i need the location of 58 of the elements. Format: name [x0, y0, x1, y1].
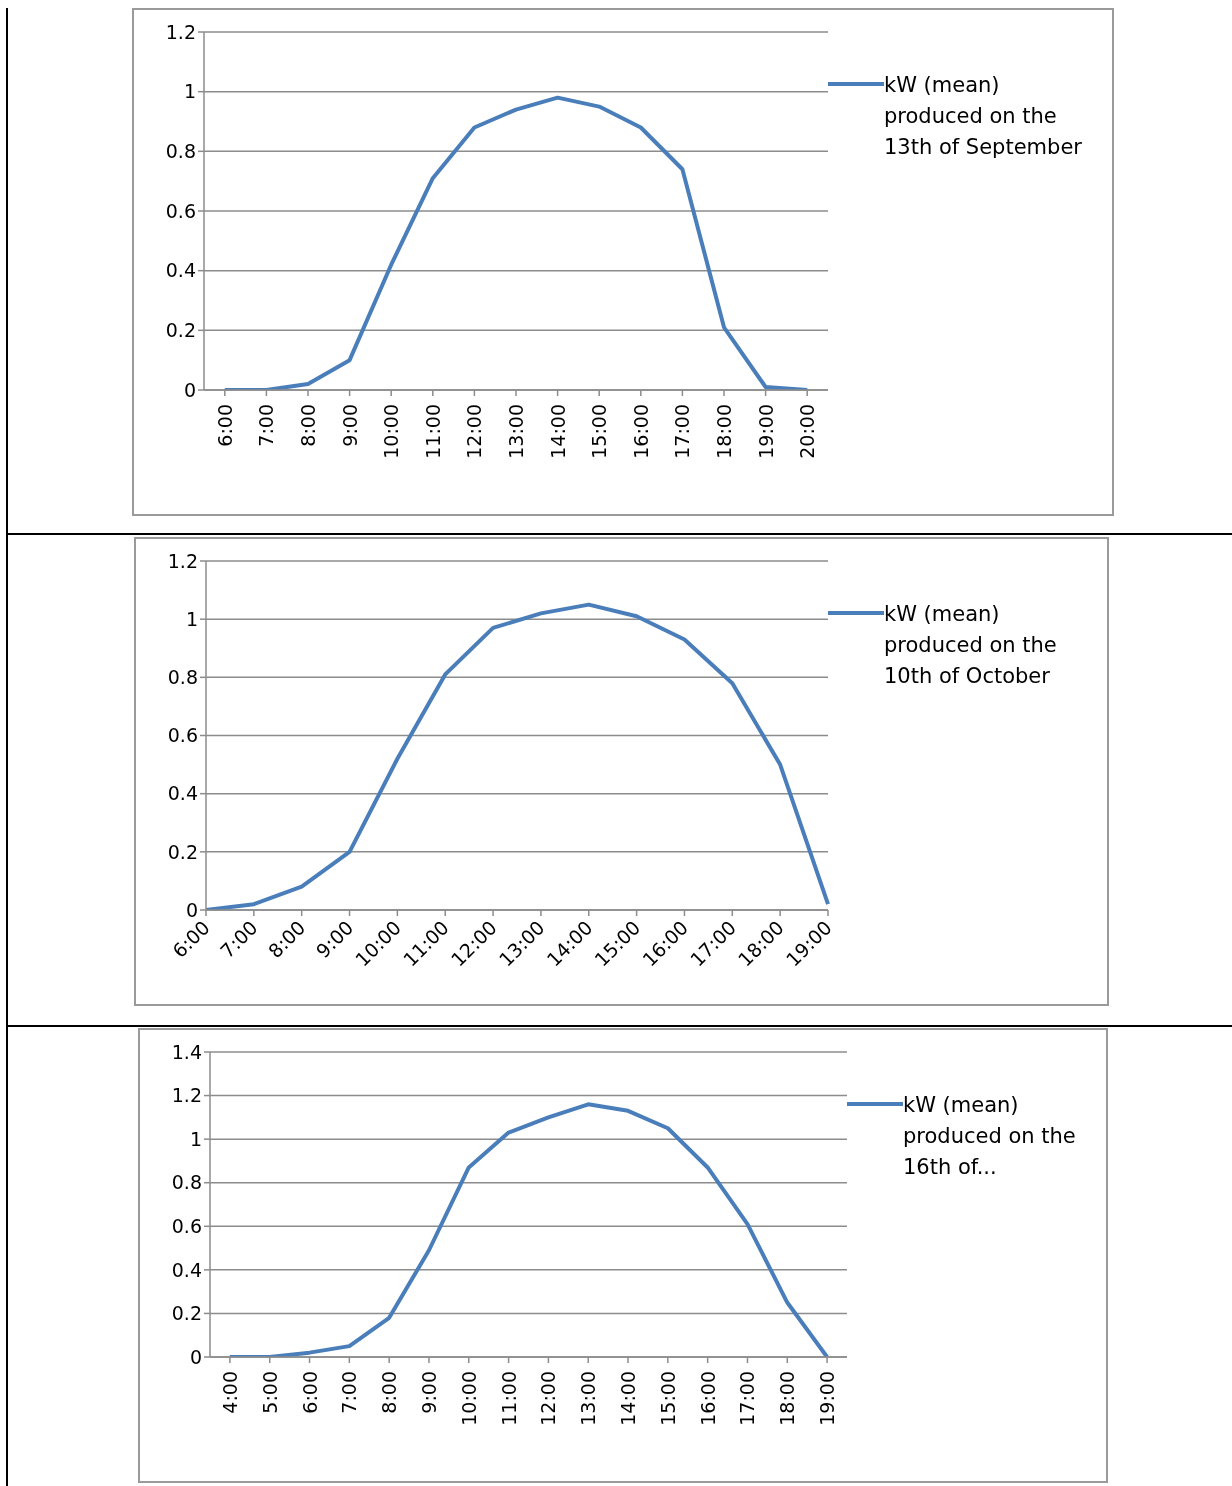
x-tick-label: 9:00: [417, 1371, 440, 1414]
y-tick-label: 1.2: [167, 549, 198, 572]
y-tick-label: 0.4: [167, 782, 198, 805]
y-tick-label: 0.2: [171, 1302, 202, 1325]
x-tick-label: 13:00: [505, 404, 527, 459]
y-tick-label: 0.6: [165, 199, 196, 222]
x-tick-label: 4:00: [218, 1371, 241, 1414]
y-tick-label: 0.2: [165, 319, 196, 342]
x-tick-label: 19:00: [816, 1371, 839, 1426]
x-tick-label: 10:00: [380, 404, 403, 459]
x-tick-label: 14:00: [546, 404, 569, 459]
x-tick-label: 20:00: [796, 404, 819, 459]
x-tick-label: 8:00: [297, 404, 319, 447]
x-tick-label: 13:00: [577, 1371, 600, 1426]
x-tick-label: 5:00: [258, 1371, 281, 1414]
x-tick-label: 9:00: [338, 404, 361, 447]
y-tick-label: 0.8: [171, 1171, 202, 1194]
y-tick-label: 0.6: [167, 724, 198, 747]
x-tick-label: 14:00: [617, 1371, 640, 1426]
y-tick-label: 0: [183, 378, 196, 401]
y-tick-label: 0.8: [167, 666, 198, 689]
line-series: [222, 95, 810, 390]
y-tick-label: 1: [185, 607, 198, 630]
x-tick-label: 10:00: [457, 1371, 480, 1426]
x-tick-label: 17:00: [736, 1371, 759, 1426]
x-tick-label: 7:00: [338, 1371, 361, 1414]
x-tick-label: 18:00: [776, 1371, 799, 1426]
legend-label: kW (mean) produced on the 16th of...: [903, 1092, 1077, 1181]
y-tick-label: 0.6: [171, 1215, 202, 1238]
y-tick-label: 0.2: [167, 840, 198, 863]
legend-label: kW (mean) produced on the 10th of October: [884, 601, 1058, 690]
x-tick-label: 18:00: [713, 404, 735, 459]
x-tick-label: 16:00: [696, 1371, 719, 1426]
y-tick-label: 1: [189, 1127, 202, 1150]
y-tick-label: 1.2: [165, 20, 196, 43]
x-tick-label: 7:00: [255, 404, 278, 447]
y-tick-label: 0.4: [171, 1258, 202, 1281]
x-tick-label: 6:00: [298, 1371, 321, 1414]
x-tick-label: 11:00: [421, 404, 444, 459]
y-tick-label: 0.8: [165, 140, 196, 163]
x-tick-label: 11:00: [497, 1371, 520, 1426]
x-tick-label: 12:00: [537, 1371, 560, 1426]
y-tick-label: 0: [189, 1345, 202, 1368]
x-tick-label: 17:00: [671, 404, 694, 459]
line-series: [227, 1102, 830, 1357]
legend-label: kW (mean) produced on the 13th of September: [884, 72, 1083, 161]
x-tick-label: 16:00: [629, 404, 652, 459]
x-tick-label: 15:00: [656, 1371, 679, 1426]
y-tick-label: 1.2: [171, 1084, 202, 1107]
x-tick-label: 8:00: [378, 1371, 401, 1414]
y-tick-label: 1: [183, 80, 196, 103]
x-tick-label: 15:00: [588, 404, 611, 459]
x-tick-label: 12:00: [463, 404, 486, 459]
x-tick-label: 6:00: [213, 404, 236, 447]
y-tick-label: 0.4: [165, 259, 196, 282]
x-tick-label: 19:00: [754, 404, 777, 459]
y-tick-label: 0: [185, 898, 198, 921]
y-tick-label: 1.4: [171, 1040, 202, 1063]
